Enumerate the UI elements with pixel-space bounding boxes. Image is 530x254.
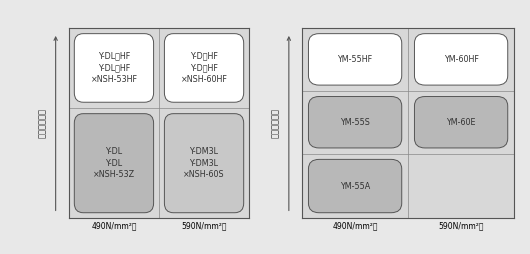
Text: YM-55A: YM-55A xyxy=(340,182,370,190)
FancyBboxPatch shape xyxy=(414,97,508,148)
FancyBboxPatch shape xyxy=(164,34,244,102)
FancyBboxPatch shape xyxy=(414,34,508,85)
Text: Y-DL
Y-DL
×NSH-53Z: Y-DL Y-DL ×NSH-53Z xyxy=(93,147,135,180)
Text: 靭性レベル高: 靭性レベル高 xyxy=(271,108,280,138)
FancyBboxPatch shape xyxy=(164,114,244,213)
Text: YM-60E: YM-60E xyxy=(446,118,476,127)
FancyBboxPatch shape xyxy=(308,160,402,213)
Text: Y-DL・HF
Y-DL・HF
×NSH-53HF: Y-DL・HF Y-DL・HF ×NSH-53HF xyxy=(91,52,137,84)
FancyBboxPatch shape xyxy=(74,114,154,213)
FancyBboxPatch shape xyxy=(308,97,402,148)
Text: YM-60HF: YM-60HF xyxy=(444,55,479,64)
Text: 靭性レベル高: 靭性レベル高 xyxy=(38,108,47,138)
Text: YM-55S: YM-55S xyxy=(340,118,370,127)
FancyBboxPatch shape xyxy=(308,34,402,85)
Text: Y-DM3L
Y-DM3L
×NSH-60S: Y-DM3L Y-DM3L ×NSH-60S xyxy=(183,147,225,180)
Text: YM-55HF: YM-55HF xyxy=(338,55,373,64)
Text: Y-D・HF
Y-D・HF
×NSH-60HF: Y-D・HF Y-D・HF ×NSH-60HF xyxy=(181,52,227,84)
FancyBboxPatch shape xyxy=(74,34,154,102)
